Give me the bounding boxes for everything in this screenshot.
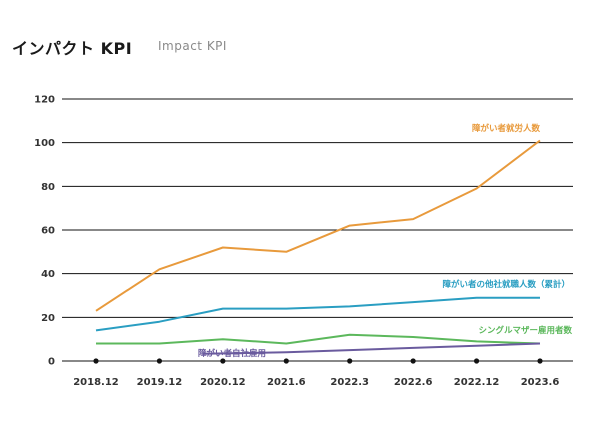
x-axis-dot: [410, 358, 416, 364]
series-line-3: [202, 342, 541, 355]
x-tick-label: 2020.12: [200, 377, 246, 388]
series-line-0: [95, 139, 541, 312]
y-axis-ticks: 0 20 40 60 80 100 120: [34, 95, 55, 368]
y-tick-label: 80: [41, 182, 55, 193]
x-axis-dot: [473, 358, 480, 364]
x-tick-label: 2022.12: [454, 377, 500, 388]
y-tick-label: 20: [41, 313, 55, 324]
series-label-3: 障がい者自社雇用: [198, 348, 266, 359]
series-label-2: シングルマザー雇用者数: [478, 325, 572, 336]
y-tick-label: 100: [34, 138, 55, 149]
page-subtitle: Impact KPI: [158, 39, 227, 53]
y-tick-label: 0: [48, 357, 55, 368]
x-axis-dot: [283, 358, 289, 364]
page-title: インパクト KPI: [12, 39, 133, 58]
x-tick-label: 2018.12: [73, 377, 119, 388]
x-tick-label: 2023.6: [521, 377, 560, 388]
x-axis-dot: [347, 358, 353, 364]
series-line-2: [96, 333, 541, 345]
x-tick-label: 2022.3: [330, 377, 369, 388]
y-tick-label: 120: [34, 95, 55, 106]
series-label-1: 障がい者の他社就職人数（累計）: [442, 279, 570, 290]
x-axis-dot: [93, 358, 99, 364]
y-tick-label: 40: [41, 269, 55, 280]
x-axis-dot: [537, 358, 543, 364]
x-axis-dot: [156, 358, 163, 364]
x-tick-label: 2022.6: [394, 377, 433, 388]
x-axis-markers: [93, 358, 543, 364]
x-axis-dot: [220, 358, 226, 364]
series-lines: [95, 139, 541, 355]
gridlines: [62, 98, 573, 362]
x-axis-ticks: 2018.12 2019.12 2020.12 2021.6 2022.3 2022.6 2…: [73, 377, 559, 388]
x-tick-label: 2019.12: [137, 377, 183, 388]
x-tick-label: 2021.6: [267, 377, 306, 388]
series-line-1: [95, 296, 540, 332]
y-tick-label: 60: [41, 226, 55, 237]
series-label-0: 障がい者就労人数: [472, 123, 541, 134]
